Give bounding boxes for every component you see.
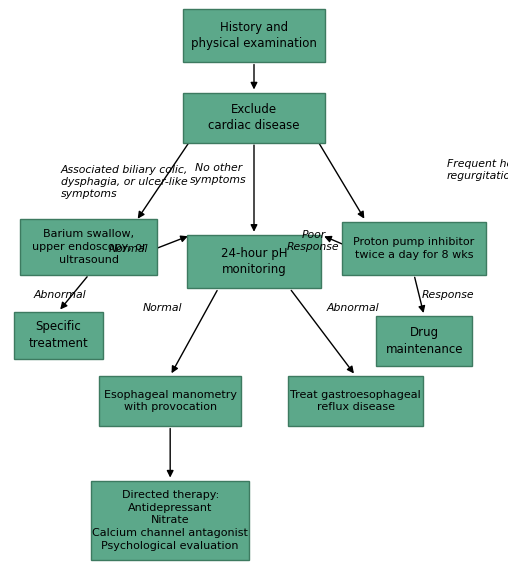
FancyBboxPatch shape bbox=[91, 481, 249, 560]
Text: Treat gastroesophageal
reflux disease: Treat gastroesophageal reflux disease bbox=[290, 390, 421, 412]
Text: History and
physical examination: History and physical examination bbox=[191, 21, 317, 50]
Text: 24-hour pH
monitoring: 24-hour pH monitoring bbox=[221, 247, 287, 276]
Text: No other
symptoms: No other symptoms bbox=[190, 163, 247, 185]
Text: Directed therapy:
Antidepressant
Nitrate
Calcium channel antagonist
Psychologica: Directed therapy: Antidepressant Nitrate… bbox=[92, 490, 248, 551]
FancyBboxPatch shape bbox=[376, 316, 472, 366]
Text: Abnormal: Abnormal bbox=[326, 303, 379, 313]
Text: Drug
maintenance: Drug maintenance bbox=[386, 326, 463, 356]
FancyBboxPatch shape bbox=[288, 376, 423, 426]
Text: Esophageal manometry
with provocation: Esophageal manometry with provocation bbox=[104, 390, 237, 412]
FancyBboxPatch shape bbox=[187, 235, 322, 288]
Text: Normal: Normal bbox=[142, 303, 182, 313]
Text: Normal: Normal bbox=[108, 243, 148, 254]
FancyBboxPatch shape bbox=[20, 219, 157, 275]
Text: Exclude
cardiac disease: Exclude cardiac disease bbox=[208, 103, 300, 132]
Text: Response: Response bbox=[422, 290, 474, 300]
Text: Proton pump inhibitor
twice a day for 8 wks: Proton pump inhibitor twice a day for 8 … bbox=[354, 237, 474, 259]
Text: Specific
treatment: Specific treatment bbox=[28, 320, 88, 350]
FancyBboxPatch shape bbox=[341, 222, 487, 275]
FancyBboxPatch shape bbox=[14, 312, 103, 359]
Text: Associated biliary colic,
dysphagia, or ulcer-like
symptoms: Associated biliary colic, dysphagia, or … bbox=[61, 165, 188, 199]
Text: Poor
Response: Poor Response bbox=[287, 230, 340, 252]
FancyBboxPatch shape bbox=[183, 9, 325, 62]
Text: Abnormal: Abnormal bbox=[34, 290, 86, 300]
Text: Frequent heartburn or
regurgitation: Frequent heartburn or regurgitation bbox=[447, 159, 508, 181]
FancyBboxPatch shape bbox=[183, 92, 325, 142]
Text: Barium swallow,
upper endoscopy, or
ultrasound: Barium swallow, upper endoscopy, or ultr… bbox=[31, 229, 146, 265]
FancyBboxPatch shape bbox=[99, 376, 241, 426]
